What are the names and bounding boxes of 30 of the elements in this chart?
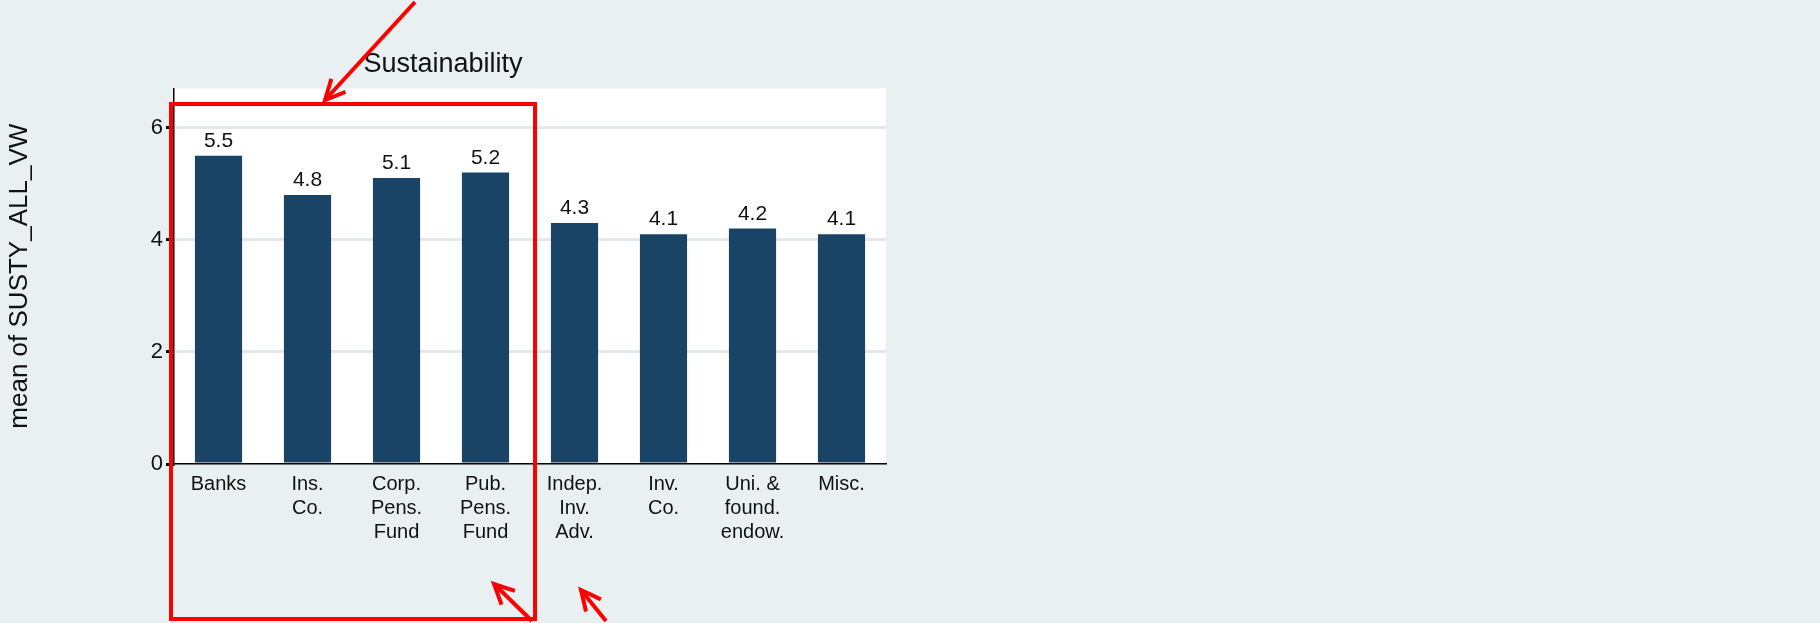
y-tick-label: 4 (150, 225, 163, 251)
bar (817, 234, 866, 463)
data-label: 4.1 (826, 206, 857, 230)
data-label: 5.5 (203, 127, 234, 151)
y-axis-title: mean of SUSTY_ALL_VW (2, 123, 33, 429)
bar (194, 155, 243, 463)
data-label: 4.1 (648, 206, 679, 230)
bar (372, 178, 421, 463)
y-tick-label: 6 (150, 113, 163, 139)
chart-title: Sustainability (363, 47, 524, 78)
x-tick-label: Banks (190, 471, 247, 494)
x-tick-label: Misc. (818, 471, 865, 494)
data-label: 5.1 (381, 150, 412, 174)
data-label: 5.2 (470, 144, 501, 168)
bar (283, 194, 332, 463)
bar (639, 234, 688, 463)
bar (550, 222, 599, 463)
x-tick-label: Inv. Co. (647, 471, 680, 518)
y-tick-label: 0 (150, 450, 163, 476)
data-label: 4.8 (292, 167, 323, 191)
x-tick-label: Pub. Pens. Fund (459, 471, 512, 542)
bar (728, 228, 777, 463)
data-label: 4.3 (559, 195, 590, 219)
x-tick-label: Uni. & found. endow. (720, 471, 785, 542)
data-label: 4.2 (737, 200, 768, 224)
x-tick-label: Indep. Inv. Adv. (546, 471, 603, 542)
bar (461, 172, 510, 463)
y-tick-label: 2 (150, 337, 163, 363)
x-tick-label: Corp. Pens. Fund (370, 471, 423, 542)
x-tick-label: Ins. Co. (291, 471, 324, 518)
